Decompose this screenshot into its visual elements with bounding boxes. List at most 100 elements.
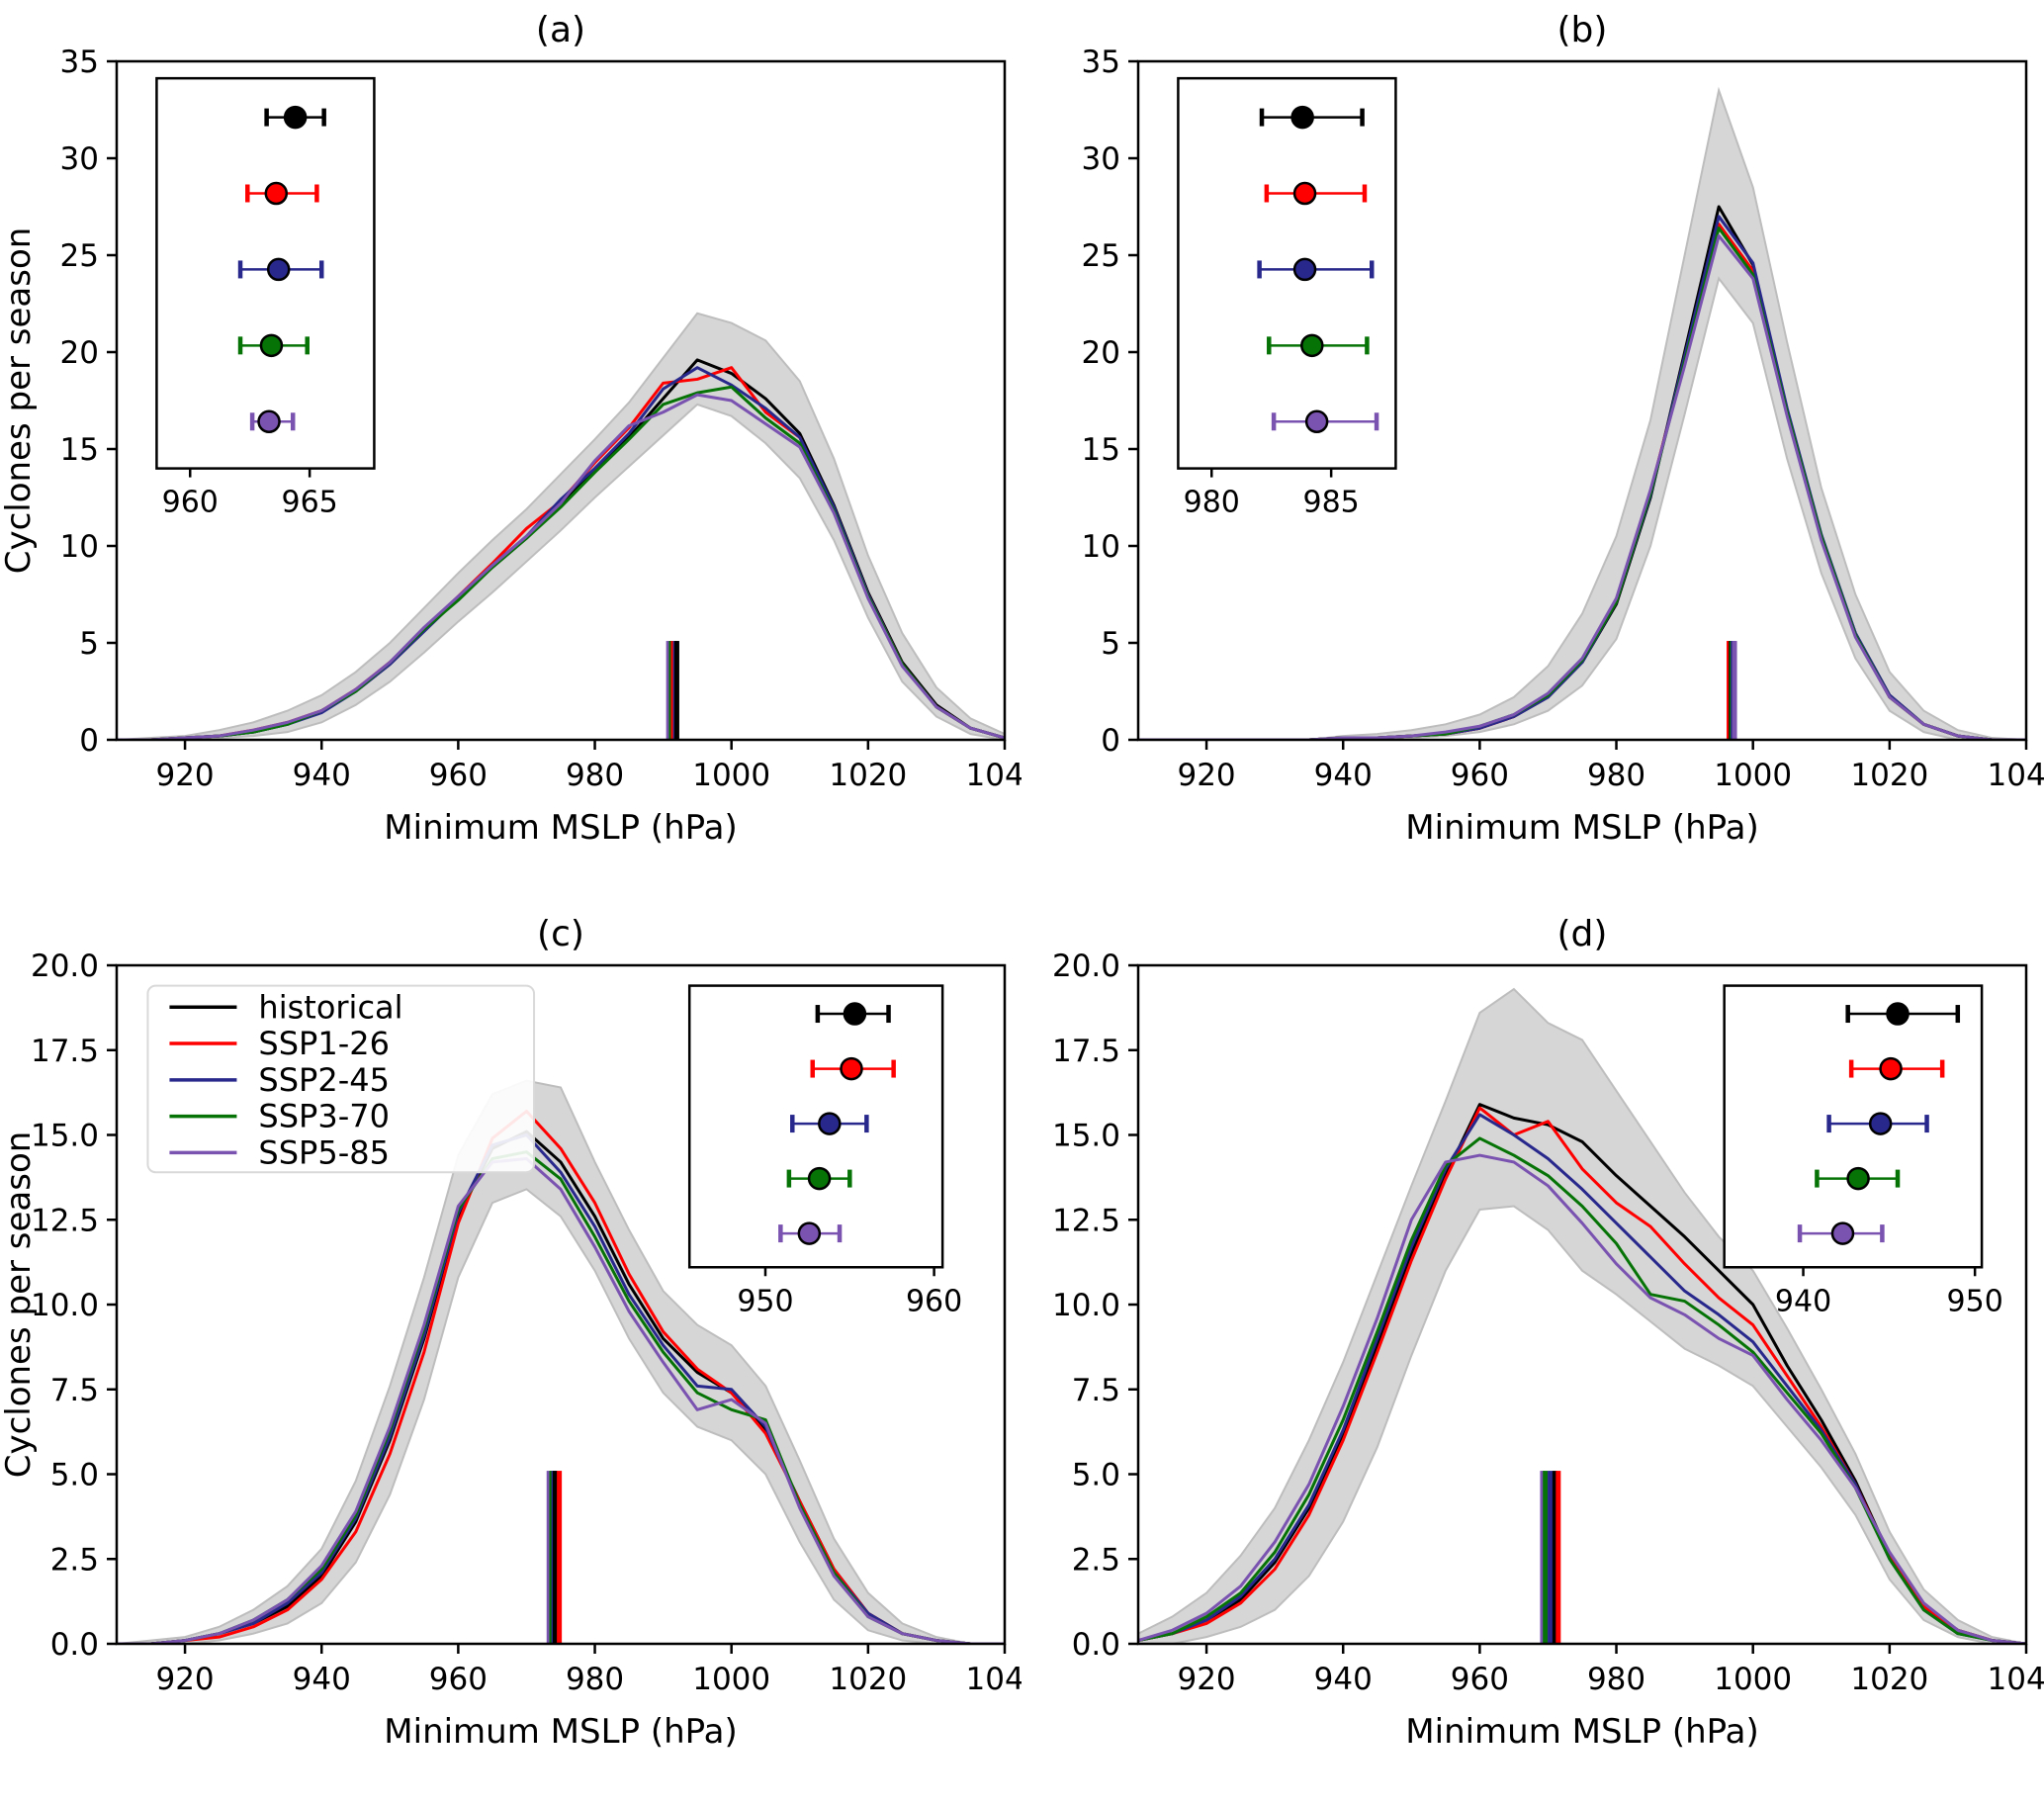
y-tick-label: 20.0	[1052, 949, 1120, 984]
inset-box	[155, 76, 376, 470]
inset-a: 960 965	[155, 76, 376, 520]
errorbar-SSP1-26	[1848, 1056, 1945, 1081]
errorbar-SSP2-45	[1826, 1112, 1929, 1135]
errorbar-dot	[1879, 1056, 1903, 1081]
legend-label-SSP1-26: SSP1-26	[258, 1025, 390, 1062]
errorbar-dot	[1292, 257, 1317, 282]
x-tick-label: 940	[293, 758, 351, 793]
y-tick-label: 5.0	[1072, 1458, 1120, 1493]
x-tick-label: 960	[429, 1662, 488, 1697]
errorbar-SSP5-85	[1271, 409, 1379, 434]
errorbar-SSP3-70	[786, 1166, 852, 1191]
x-tick-label: 1020	[829, 758, 907, 793]
y-tick-label: 17.5	[31, 1034, 99, 1069]
legend-box	[146, 984, 536, 1174]
x-tick-label: 980	[566, 1662, 624, 1697]
errorbar-SSP1-26	[245, 181, 319, 206]
y-tick-label: 5	[1101, 626, 1120, 662]
y-tick-label: 2.5	[50, 1542, 99, 1578]
y-tick-label: 5	[79, 626, 99, 662]
y-tick-label: 0.0	[1072, 1627, 1120, 1663]
plot-area	[117, 1079, 1005, 1644]
x-tick-label: 1000	[1714, 1662, 1792, 1697]
errorbar-SSP5-85	[778, 1221, 843, 1245]
median-bar-SSP5-85	[1540, 1471, 1546, 1644]
uncertainty-band	[1138, 86, 2026, 740]
y-tick-label: 25	[60, 238, 99, 274]
x-tick-label: 980	[1587, 758, 1645, 793]
errorbar-SSP2-45	[790, 1112, 869, 1135]
legend-label-historical: historical	[258, 988, 402, 1026]
uncertainty-band	[117, 1079, 1005, 1644]
x-tick-label: 1020	[1850, 758, 1928, 793]
series-line-SSP5-85	[1138, 1153, 2026, 1644]
x-tick-label: 960	[429, 758, 488, 793]
x-axis-label: Minimum MSLP (hPa)	[384, 808, 737, 848]
y-tick-label: 20	[60, 335, 99, 371]
x-tick-label: 980	[1587, 1662, 1645, 1697]
median-bar-SSP3-70	[1543, 1471, 1549, 1644]
errorbar-dot	[1300, 333, 1324, 358]
axes-spines	[115, 59, 1007, 742]
errorbar-SSP3-70	[237, 333, 310, 358]
x-tick-label: 920	[1177, 1662, 1235, 1697]
errorbar-dot	[257, 409, 281, 434]
panel-title: (b)	[1557, 10, 1608, 50]
y-tick-label: 15	[60, 432, 99, 468]
errorbar-historical	[264, 105, 326, 130]
y-tick-label: 0.0	[50, 1627, 99, 1663]
series-line-SSP5-85	[1138, 233, 2026, 740]
errorbar-dot	[818, 1112, 842, 1135]
inset-x-tick-label: 985	[1303, 486, 1360, 520]
y-tick-label: 15	[1082, 432, 1120, 468]
y-tick-label: 30	[60, 141, 99, 177]
uncertainty-band	[1138, 987, 2026, 1644]
y-tick-label: 20	[1082, 335, 1120, 371]
inset-x-tick-label: 950	[1947, 1284, 2003, 1318]
errorbar-SSP2-45	[237, 257, 324, 282]
y-tick-label: 35	[60, 45, 99, 80]
inset-x-tick-label: 960	[906, 1284, 962, 1318]
errorbar-dot	[1304, 409, 1329, 434]
x-tick-label: 1000	[1714, 758, 1792, 793]
x-tick-label: 960	[1451, 758, 1509, 793]
series-line-SSP5-85	[117, 393, 1005, 740]
axes-spines	[1136, 59, 2028, 742]
x-axis-label: Minimum MSLP (hPa)	[384, 1712, 737, 1752]
errorbar-dot	[1290, 105, 1314, 130]
y-tick-label: 35	[1082, 45, 1120, 80]
errorbar-dot	[807, 1166, 832, 1191]
errorbar-dot	[1846, 1166, 1870, 1191]
x-tick-label: 920	[155, 758, 214, 793]
y-tick-label: 12.5	[1052, 1203, 1120, 1238]
errorbar-dot	[843, 1002, 867, 1026]
x-tick-label: 940	[1314, 1662, 1373, 1697]
median-bar-SSP5-85	[1732, 641, 1737, 740]
y-tick-label: 25	[1082, 238, 1120, 274]
median-bar-SSP1-26	[557, 1471, 563, 1644]
plot-area	[1138, 987, 2026, 1644]
errorbar-dot	[1830, 1221, 1855, 1245]
errorbar-historical	[1259, 105, 1365, 130]
median-bar-SSP5-85	[666, 641, 671, 740]
errorbar-dot	[1886, 1002, 1910, 1026]
y-tick-label: 0	[79, 723, 99, 759]
y-tick-label: 15.0	[31, 1119, 99, 1154]
plot-area	[1138, 86, 2026, 740]
x-tick-label: 940	[1314, 758, 1373, 793]
x-tick-label: 940	[293, 1662, 351, 1697]
y-tick-label: 5.0	[50, 1458, 99, 1493]
errorbar-SSP5-85	[1797, 1221, 1885, 1245]
x-tick-label: 960	[1451, 1662, 1509, 1697]
legend-label-SSP5-85: SSP5-85	[258, 1133, 390, 1171]
